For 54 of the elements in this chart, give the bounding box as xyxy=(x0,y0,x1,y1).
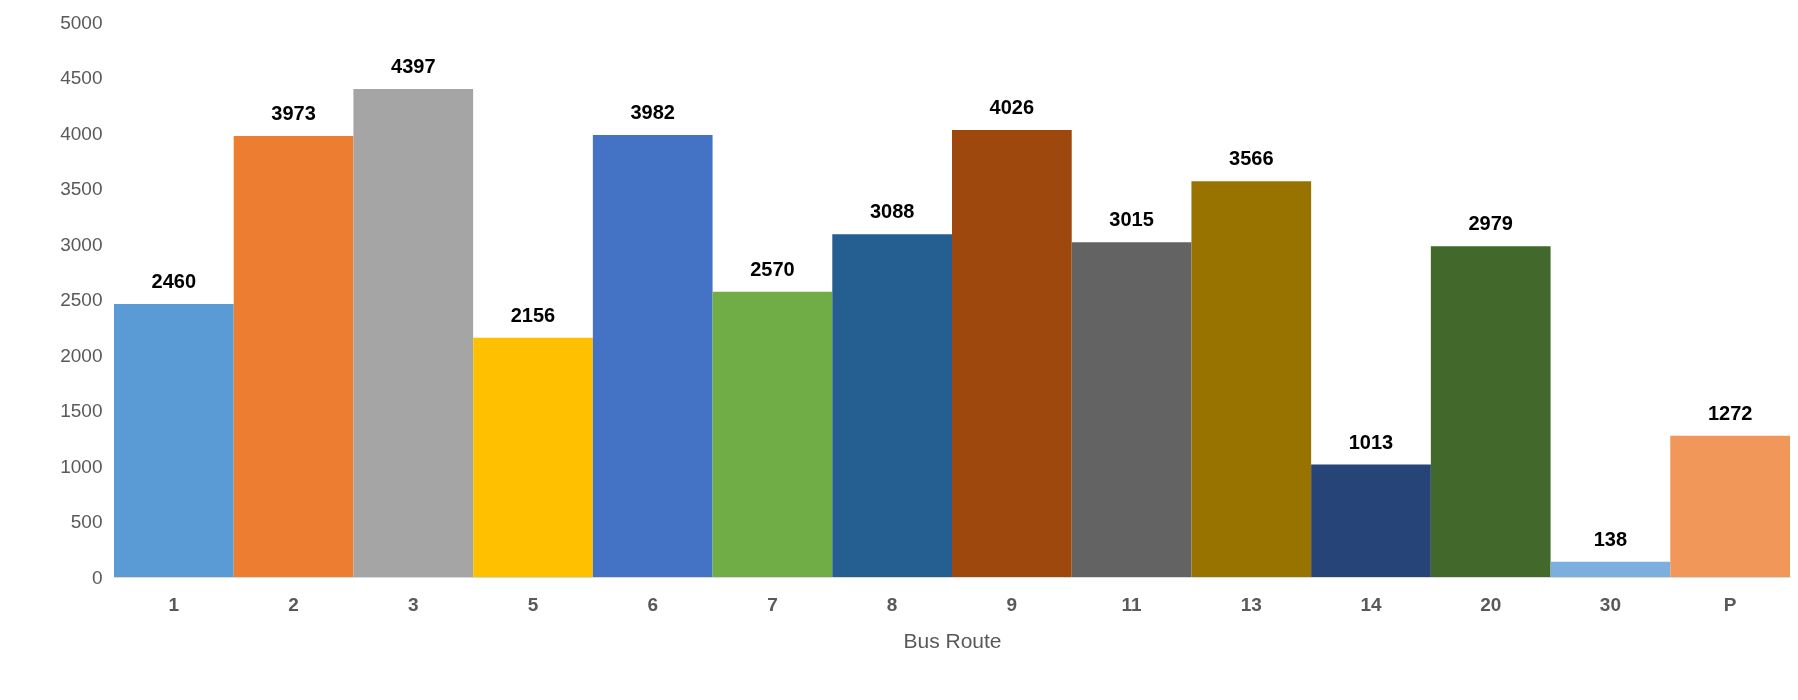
x-tick-label: P xyxy=(1723,593,1737,615)
data-label: 1013 xyxy=(1348,430,1394,453)
y-tick-label: 0 xyxy=(91,566,103,588)
data-label: 2460 xyxy=(151,269,197,292)
x-tick-label: 13 xyxy=(1240,593,1262,615)
bar xyxy=(832,234,952,577)
bar xyxy=(353,88,474,577)
y-tick-label: 500 xyxy=(70,511,103,532)
bar xyxy=(1071,242,1192,577)
data-label: 3566 xyxy=(1229,147,1274,170)
data-label: 3015 xyxy=(1109,208,1154,231)
bar xyxy=(592,135,713,577)
x-tick-label: 9 xyxy=(1006,593,1018,615)
data-label: 138 xyxy=(1593,527,1628,550)
bar xyxy=(1550,561,1671,577)
x-tick-label: 2 xyxy=(288,593,299,615)
bar xyxy=(114,303,234,577)
bar xyxy=(1311,464,1431,577)
x-tick-label: 3 xyxy=(408,593,419,615)
data-label: 2570 xyxy=(750,257,795,280)
x-tick-label: 30 xyxy=(1599,593,1621,615)
y-tick-label: 3500 xyxy=(60,178,103,199)
y-tick-label: 4500 xyxy=(60,67,103,88)
y-tick-label: 2000 xyxy=(60,344,103,366)
bar xyxy=(473,337,593,577)
data-label: 3973 xyxy=(271,102,316,124)
y-tick-label: 1000 xyxy=(60,455,103,477)
x-axis-title: Bus Route xyxy=(903,628,1002,652)
data-label: 4397 xyxy=(391,54,436,77)
data-label: 3982 xyxy=(630,101,675,123)
x-tick-label: 14 xyxy=(1360,593,1382,615)
x-tick-label: 11 xyxy=(1121,593,1143,615)
y-tick-label: 5000 xyxy=(60,11,103,33)
bar xyxy=(1670,435,1790,577)
data-label: 4026 xyxy=(989,96,1035,119)
x-tick-label: 1 xyxy=(168,593,180,615)
data-label: 1272 xyxy=(1707,401,1753,424)
bar xyxy=(233,136,354,577)
x-tick-label: 6 xyxy=(647,593,658,615)
bar xyxy=(952,130,1072,577)
x-tick-label: 8 xyxy=(886,593,898,615)
bar xyxy=(1430,246,1551,577)
data-label: 2156 xyxy=(510,303,556,326)
x-tick-label: 5 xyxy=(527,593,539,615)
data-label: 3088 xyxy=(869,200,915,223)
y-tick-label: 4000 xyxy=(60,122,103,144)
bar xyxy=(1191,181,1312,577)
data-label: 2979 xyxy=(1468,212,1513,235)
y-tick-label: 2500 xyxy=(60,289,103,310)
x-tick-label: 20 xyxy=(1480,593,1502,615)
bar xyxy=(712,291,833,577)
y-tick-label: 3000 xyxy=(60,233,103,255)
x-tick-label: 7 xyxy=(767,593,778,615)
y-tick-label: 1500 xyxy=(60,400,103,421)
